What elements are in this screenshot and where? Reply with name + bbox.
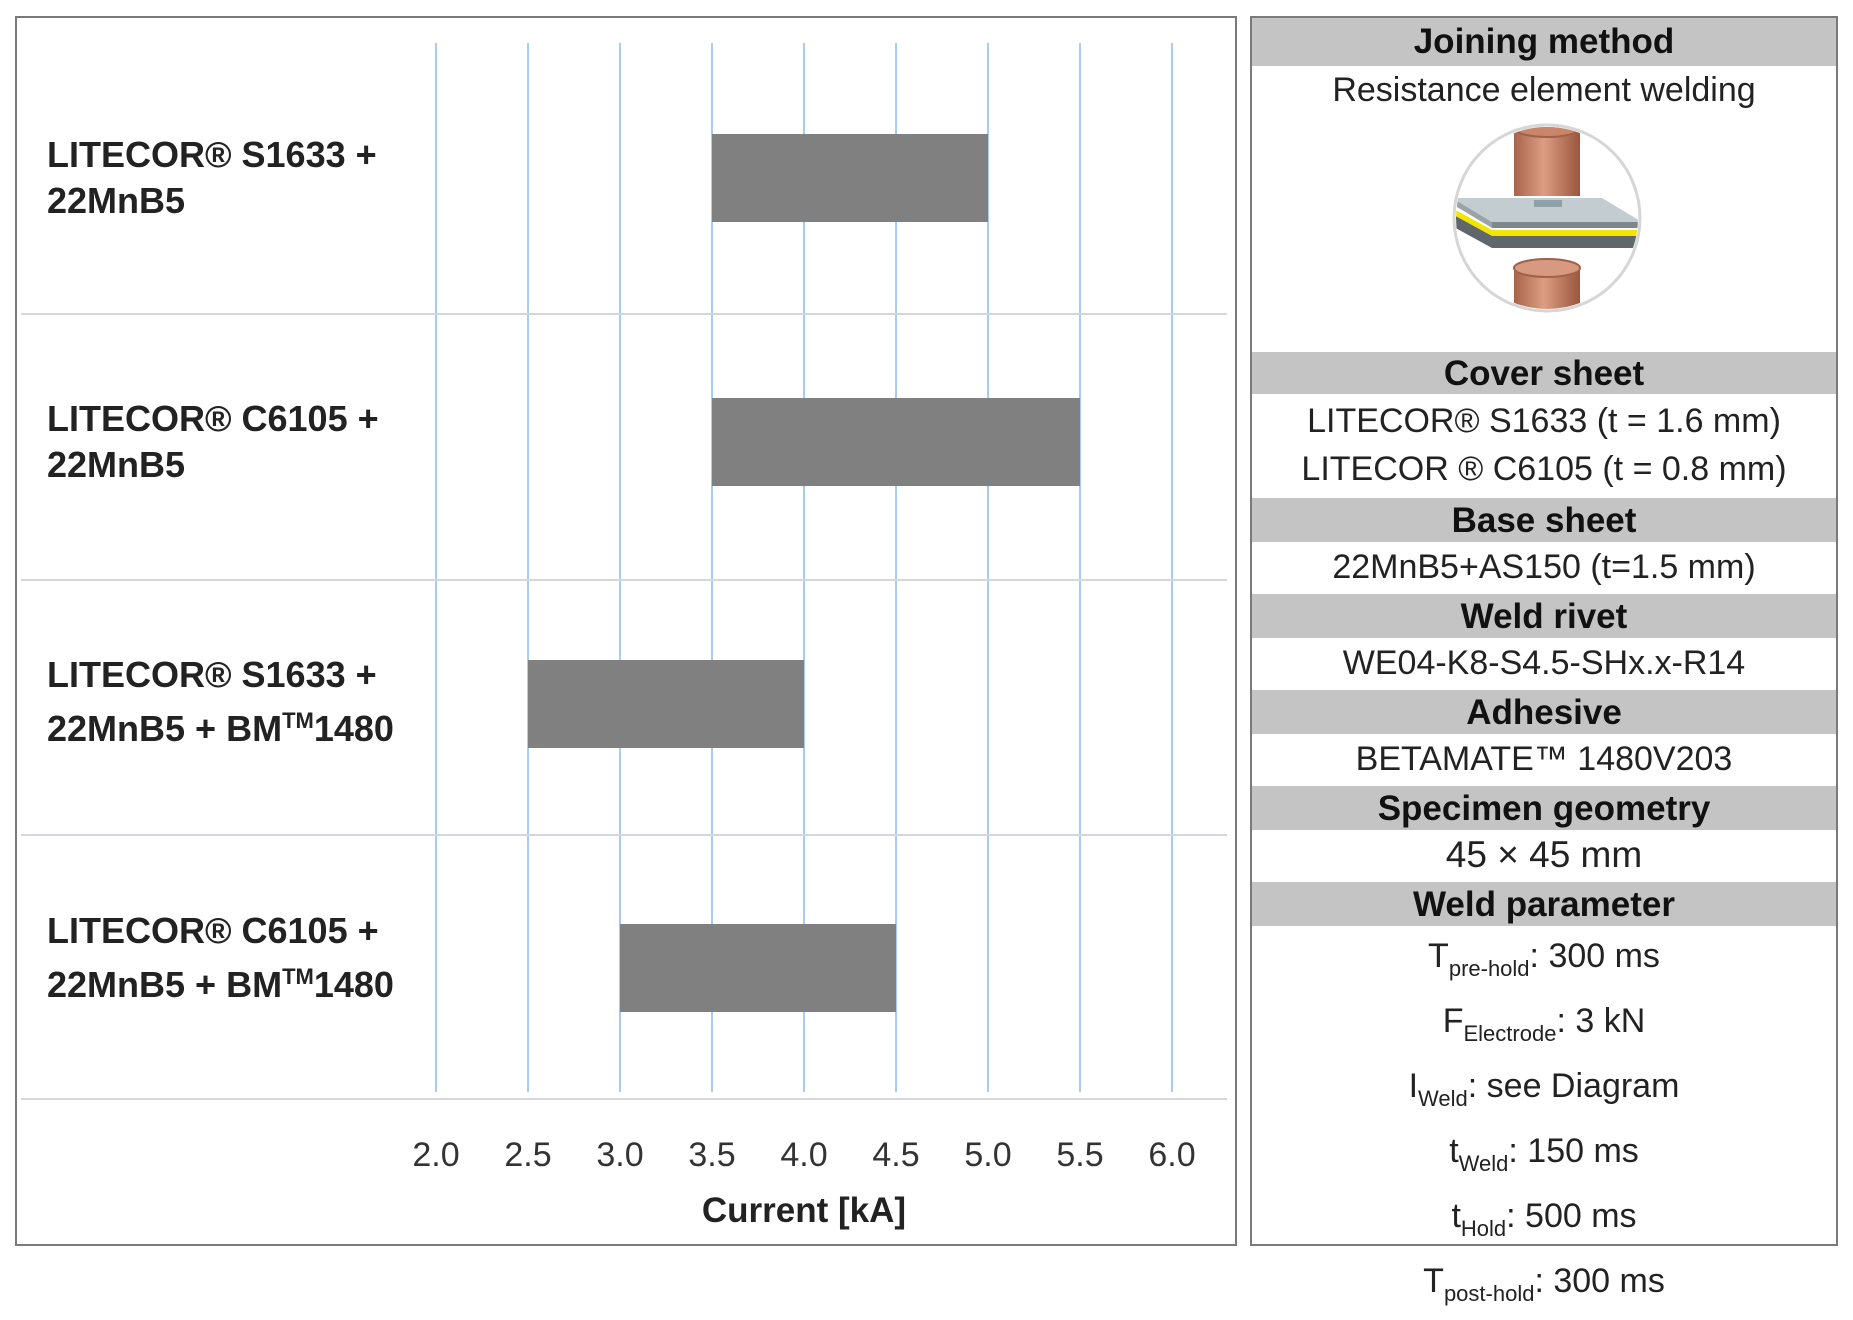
category-label-1: LITECOR® S1633 + 22MnB5 bbox=[47, 134, 377, 221]
info-panel: Joining method Resistance element weldin… bbox=[1250, 16, 1838, 1306]
adhesive-header: Adhesive bbox=[1252, 688, 1836, 734]
joining-method-header: Joining method bbox=[1252, 18, 1836, 66]
param-electrode-force: FElectrode: 3 kN bbox=[1442, 1002, 1646, 1046]
weld-parameter-list: Tpre-hold: 300 ms FElectrode: 3 kN IWeld… bbox=[1252, 930, 1836, 1320]
cover-sheet-header: Cover sheet bbox=[1252, 350, 1836, 394]
x-axis-title: Current [kA] bbox=[702, 1191, 906, 1230]
x-tick-label-0: 2.0 bbox=[412, 1136, 459, 1174]
param-weld-current: IWeld: see Diagram bbox=[1408, 1067, 1680, 1111]
range-bar-1 bbox=[712, 134, 988, 222]
x-tick-label-8: 6.0 bbox=[1148, 1136, 1195, 1174]
adhesive-layer bbox=[1456, 208, 1638, 236]
param-post-hold-time: Tpost-hold: 300 ms bbox=[1423, 1262, 1665, 1306]
base-sheet-header: Base sheet bbox=[1252, 496, 1836, 542]
joining-method-value: Resistance element welding bbox=[1332, 71, 1756, 109]
cover-sheet-value-1: LITECOR® S1633 (t = 1.6 mm) bbox=[1307, 402, 1781, 440]
range-bar-3 bbox=[528, 660, 804, 748]
cover-sheet-shape bbox=[1456, 198, 1638, 222]
weld-rivet-header: Weld rivet bbox=[1252, 592, 1836, 638]
param-pre-hold-time: Tpre-hold: 300 ms bbox=[1428, 937, 1660, 981]
x-tick-label-5: 4.5 bbox=[872, 1136, 919, 1174]
upper-electrode bbox=[1514, 127, 1580, 196]
specimen-geometry-header: Specimen geometry bbox=[1252, 784, 1836, 830]
param-hold-time: tHold: 500 ms bbox=[1451, 1197, 1637, 1241]
x-tick-label-7: 5.5 bbox=[1056, 1136, 1103, 1174]
weld-illustration bbox=[1452, 123, 1642, 313]
weld-parameter-header: Weld parameter bbox=[1252, 880, 1836, 926]
cover-sheet-value-2: LITECOR ® C6105 (t = 0.8 mm) bbox=[1301, 450, 1787, 488]
category-label-2: LITECOR® C6105 + 22MnB5 bbox=[47, 398, 379, 485]
param-weld-time: tWeld: 150 ms bbox=[1449, 1132, 1639, 1176]
category-label-4: LITECOR® C6105 + 22MnB5 + BMTM1480 bbox=[47, 910, 394, 1005]
range-bar-4 bbox=[620, 924, 896, 1012]
weld-rivet-value: WE04-K8-S4.5-SHx.x-R14 bbox=[1342, 644, 1746, 682]
category-label-3: LITECOR® S1633 + 22MnB5 + BMTM1480 bbox=[47, 654, 394, 749]
chart-frame: 2.0 2.5 3.0 3.5 4.0 4.5 5.0 5.5 6.0 Current [kA]… bbox=[15, 16, 1237, 1246]
x-tick-labels: 2.0 2.5 3.0 3.5 4.0 4.5 5.0 5.5 6.0 bbox=[412, 1136, 1195, 1174]
current-range-chart: 2.0 2.5 3.0 3.5 4.0 4.5 5.0 5.5 6.0 Current [kA] bbox=[21, 43, 1227, 1230]
bars bbox=[528, 134, 1080, 1012]
base-sheet-value: 22MnB5+AS150 (t=1.5 mm) bbox=[1332, 548, 1756, 586]
x-tick-label-4: 4.0 bbox=[780, 1136, 827, 1174]
base-sheet-shape bbox=[1456, 214, 1638, 248]
adhesive-value: BETAMATE™ 1480V203 bbox=[1355, 740, 1733, 778]
specimen-geometry-value: 45 × 45 mm bbox=[1445, 834, 1643, 875]
range-bar-2 bbox=[712, 398, 1080, 486]
x-tick-label-1: 2.5 bbox=[504, 1136, 551, 1174]
x-tick-label-3: 3.5 bbox=[688, 1136, 735, 1174]
x-tick-label-2: 3.0 bbox=[596, 1136, 643, 1174]
x-tick-label-6: 5.0 bbox=[964, 1136, 1011, 1174]
row-separators bbox=[21, 313, 1227, 1100]
